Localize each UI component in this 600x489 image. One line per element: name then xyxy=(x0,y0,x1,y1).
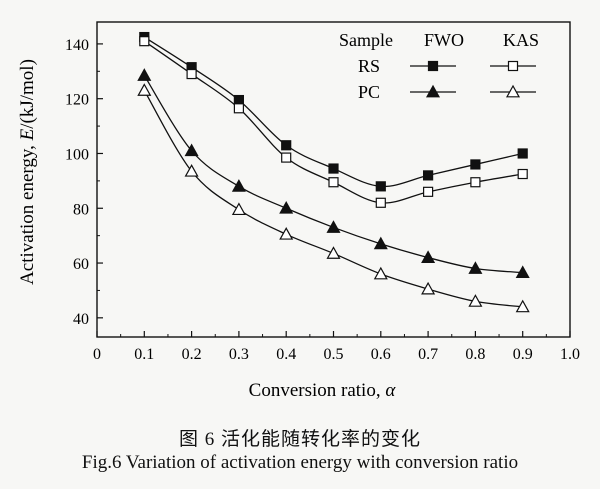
x-tick-label: 1.0 xyxy=(560,346,580,363)
data-point-rs-fwo xyxy=(281,140,292,151)
data-point-rs-kas xyxy=(375,197,386,208)
x-tick-label: 0.7 xyxy=(418,346,438,363)
data-point-pc-fwo xyxy=(515,265,530,279)
x-axis-label: Conversion ratio, α xyxy=(249,380,397,401)
data-point-pc-kas xyxy=(468,294,483,307)
data-point-rs-fwo xyxy=(423,170,434,181)
data-point-pc-fwo xyxy=(279,201,294,214)
data-point-pc-fwo xyxy=(137,68,152,81)
series-line-pc-fwo xyxy=(143,75,523,274)
y-tick-label: 120 xyxy=(65,92,89,109)
y-tick-label: 100 xyxy=(65,146,89,163)
data-point-pc-kas xyxy=(515,299,530,313)
data-point-rs-kas xyxy=(328,177,339,188)
axes: 0 0.1 0.2 0.3 0.4 0.5 0.6 0.7 0.8 0.9 1.0 40 60 80 100… xyxy=(65,21,580,363)
legend-row-rs: RS xyxy=(358,56,380,76)
legend: Sample FWO KAS RS PC xyxy=(339,30,539,102)
data-point-pc-kas xyxy=(137,83,152,96)
data-point-rs-kas xyxy=(139,36,150,47)
y-tick-label: 140 xyxy=(65,37,89,54)
data-point-rs-kas xyxy=(423,186,434,197)
legend-header-fwo: FWO xyxy=(424,30,464,50)
data-point-rs-kas xyxy=(186,68,197,80)
series-markers xyxy=(137,31,530,313)
x-tick-label: 0.1 xyxy=(134,346,154,363)
x-tick-label: 0.4 xyxy=(276,346,296,363)
x-tick-label: 0.8 xyxy=(465,346,485,363)
data-point-pc-kas xyxy=(184,164,199,177)
data-point-rs-fwo xyxy=(375,181,386,192)
data-point-rs-fwo xyxy=(328,163,339,174)
caption-english: Fig.6 Variation of activation energy wit… xyxy=(81,452,519,473)
x-tick-label: 0.2 xyxy=(182,346,202,363)
legend-row-pc: PC xyxy=(358,82,380,102)
legend-marker-rs-kas xyxy=(507,60,519,72)
y-axis-label-prefix: Activation energy, xyxy=(17,140,38,285)
legend-marker-rs-fwo xyxy=(427,60,439,72)
series-line-pc-kas xyxy=(143,90,523,308)
chart-plot: 0 0.1 0.2 0.3 0.4 0.5 0.6 0.7 0.8 0.9 1.0 40 60 80 100… xyxy=(17,21,580,401)
legend-marker-pc-fwo xyxy=(425,84,441,98)
legend-header-kas: KAS xyxy=(503,30,539,50)
y-axis-symbol: E xyxy=(17,128,38,141)
data-point-pc-kas xyxy=(326,246,341,259)
x-tick-label: 0.3 xyxy=(229,346,249,363)
y-tick-label: 80 xyxy=(73,201,89,218)
y-axis-label-unit: /(kJ/mol) xyxy=(17,59,38,129)
x-axis-label-text: Conversion ratio, xyxy=(249,380,386,401)
data-point-pc-fwo xyxy=(468,261,483,274)
x-tick-label: 0.6 xyxy=(371,346,391,363)
data-point-pc-fwo xyxy=(326,220,341,233)
data-point-pc-fwo xyxy=(231,179,246,192)
data-point-rs-kas xyxy=(470,177,481,188)
data-point-rs-kas xyxy=(233,103,244,114)
y-tick-label: 60 xyxy=(73,256,89,273)
data-point-pc-fwo xyxy=(373,236,388,250)
data-point-rs-kas xyxy=(517,168,528,180)
data-point-rs-kas xyxy=(281,152,292,163)
data-point-rs-fwo xyxy=(517,148,528,159)
y-tick-label: 40 xyxy=(73,311,89,328)
y-axis-label: Activation energy, E/(kJ/mol) xyxy=(17,59,38,285)
legend-header-sample: Sample xyxy=(339,30,393,50)
x-axis-symbol: α xyxy=(385,380,396,401)
legend-marker-pc-kas xyxy=(505,84,521,98)
caption-chinese: 图 6 活化能随转化率的变化 xyxy=(178,429,421,450)
x-tick-label: 0.5 xyxy=(324,346,344,363)
data-point-rs-fwo xyxy=(470,159,481,170)
data-point-pc-kas xyxy=(231,202,246,216)
data-point-pc-kas xyxy=(373,266,388,280)
data-point-pc-fwo xyxy=(421,250,436,263)
data-point-pc-kas xyxy=(279,227,294,240)
data-point-pc-kas xyxy=(421,281,436,295)
x-tick-label: 0.9 xyxy=(513,346,533,363)
data-point-pc-fwo xyxy=(184,143,199,157)
x-tick-label: 0 xyxy=(93,346,101,363)
